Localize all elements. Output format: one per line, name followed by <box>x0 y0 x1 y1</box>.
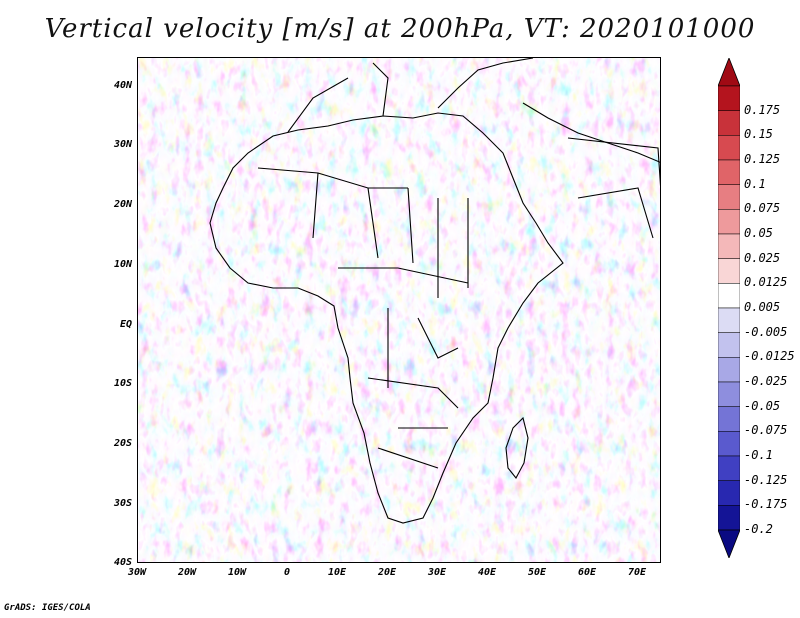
lat-label-40n: 40N <box>113 80 132 91</box>
lon-label-20e: 20E <box>377 567 397 578</box>
lat-label-eq: EQ <box>119 319 132 330</box>
lon-label-10e: 10E <box>327 567 347 578</box>
colorbar: 0.175 0.15 0.125 0.1 0.075 0.05 0.025 0.0125 0.0… <box>718 58 798 558</box>
colorbar-swatch <box>718 406 740 432</box>
colorbar-swatch <box>718 135 740 161</box>
colorbar-label: 0.15 <box>744 127 773 142</box>
lat-label-40s: 40S <box>113 557 132 568</box>
coastline-borders <box>209 58 660 524</box>
colorbar-label: -0.05 <box>744 398 781 413</box>
lon-label-70e: 70E <box>627 567 647 578</box>
colorbar-swatch <box>718 85 740 111</box>
colorbar-label: -0.075 <box>744 423 788 438</box>
lon-label-10w: 10W <box>227 567 247 578</box>
colorbar-top-arrow <box>718 58 740 87</box>
lon-label-30e: 30E <box>427 567 447 578</box>
colorbar-label: 0.075 <box>744 201 781 216</box>
colorbar-label: 0.1 <box>744 176 766 191</box>
colorbar-label: 0.0125 <box>744 275 788 290</box>
colorbar-label: 0.025 <box>744 250 781 265</box>
credit-footer: GrADS: IGES/COLA <box>4 603 91 613</box>
lat-label-20n: 20N <box>113 199 132 210</box>
colorbar-swatch <box>718 357 740 383</box>
colorbar-swatch <box>718 209 740 235</box>
chart-title: Vertical velocity [m/s] at 200hPa, VT: 2… <box>44 14 756 44</box>
colorbar-swatch <box>718 455 740 481</box>
colorbar-label: -0.025 <box>744 374 788 388</box>
colorbar-label: 0.175 <box>744 102 781 117</box>
colorbar-swatch <box>718 159 740 185</box>
colorbar-label: -0.175 <box>744 497 788 512</box>
map-panel[interactable] <box>137 57 661 563</box>
colorbar-label: 0.125 <box>744 152 781 166</box>
colorbar-swatch <box>718 233 740 259</box>
colorbar-label: -0.0125 <box>744 349 795 364</box>
lat-label-30n: 30N <box>113 139 132 150</box>
colorbar-label: 0.005 <box>744 300 781 314</box>
colorbar-swatch <box>718 480 740 506</box>
colorbar-label: 0.05 <box>744 226 773 240</box>
lon-label-30w: 30W <box>127 567 147 578</box>
colorbar-swatch <box>718 332 740 358</box>
lon-label-50e: 50E <box>527 567 547 578</box>
colorbar-swatch <box>718 283 740 309</box>
velocity-field-map <box>138 58 660 562</box>
colorbar-label: -0.1 <box>744 448 773 462</box>
lat-label-10n: 10N <box>113 259 132 270</box>
colorbar-swatch <box>718 381 740 407</box>
colorbar-swatches <box>718 58 740 558</box>
colorbar-swatch <box>718 110 740 136</box>
lon-label-20w: 20W <box>177 567 197 578</box>
colorbar-swatch <box>718 505 740 531</box>
field-noise <box>138 58 660 562</box>
lon-label-0: 0 <box>283 567 291 578</box>
colorbar-swatch <box>718 258 740 284</box>
colorbar-label: -0.2 <box>744 522 773 536</box>
lat-label-30s: 30S <box>113 498 132 509</box>
lon-label-40e: 40E <box>477 567 497 578</box>
lon-label-60e: 60E <box>577 567 597 578</box>
colorbar-swatch <box>718 184 740 210</box>
lat-label-20s: 20S <box>113 438 132 449</box>
colorbar-label: -0.005 <box>744 324 788 339</box>
lat-label-10s: 10S <box>113 378 132 389</box>
colorbar-label: -0.125 <box>744 472 788 487</box>
colorbar-swatch <box>718 307 740 333</box>
colorbar-swatch <box>718 431 740 457</box>
colorbar-bottom-arrow <box>718 529 740 558</box>
